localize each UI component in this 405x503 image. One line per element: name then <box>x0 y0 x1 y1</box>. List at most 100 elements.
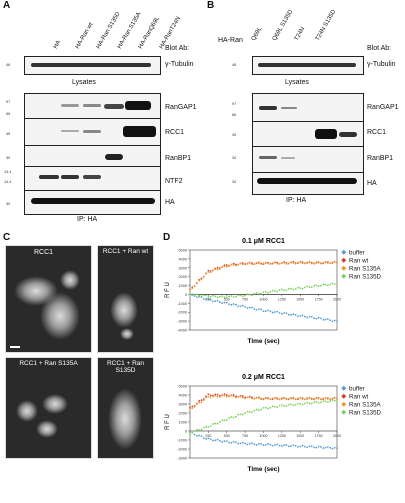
data-point <box>308 445 311 448</box>
data-point <box>237 442 240 445</box>
data-point <box>195 435 198 437</box>
data-point <box>218 421 221 423</box>
data-point <box>209 425 212 427</box>
data-point <box>189 431 191 434</box>
data-point <box>326 262 329 264</box>
data-point <box>248 306 251 309</box>
blot-ab-label: Blot Ab: <box>367 45 392 52</box>
data-point <box>329 446 332 449</box>
data-point <box>315 446 318 449</box>
lane-label: HA-Ran wt <box>74 21 95 50</box>
data-point <box>306 401 309 404</box>
data-point <box>285 263 288 265</box>
data-point <box>193 293 196 296</box>
data-point <box>271 262 274 264</box>
data-point <box>283 261 286 264</box>
y-tick-label: 1000 <box>179 284 187 288</box>
micrograph-label: RCC1 + Ran S135A <box>19 360 78 367</box>
data-point <box>214 393 217 396</box>
data-point <box>202 437 205 439</box>
data-point <box>287 313 290 316</box>
data-point <box>216 266 219 269</box>
data-point <box>299 314 302 317</box>
data-point <box>264 406 267 409</box>
data-point <box>198 294 201 297</box>
data-point <box>274 290 276 292</box>
data-point <box>329 283 332 286</box>
lane-label: Q69L <box>250 26 264 42</box>
data-point <box>235 395 237 398</box>
data-point <box>297 315 299 318</box>
data-point <box>207 395 210 398</box>
data-point <box>317 285 320 288</box>
data-point <box>223 296 226 299</box>
data-point <box>333 399 336 402</box>
data-point <box>280 312 283 315</box>
micrograph-rcc1-ran-s135a: RCC1 + Ran S135A <box>5 357 92 459</box>
data-point <box>294 313 297 316</box>
data-point <box>306 316 309 319</box>
data-point <box>218 295 221 298</box>
data-point <box>306 285 309 288</box>
x-tick-label: 1250 <box>278 297 286 301</box>
data-point <box>308 397 311 399</box>
data-point <box>191 287 194 290</box>
plot-area <box>189 385 338 459</box>
data-point <box>301 444 304 447</box>
x-tick-label: 500 <box>224 297 230 301</box>
data-point <box>237 396 240 398</box>
data-point <box>255 261 258 264</box>
data-point <box>303 398 306 401</box>
y-tick-label: 4000 <box>179 257 187 261</box>
data-point <box>269 443 272 446</box>
y-tick-label: -4000 <box>177 329 187 333</box>
data-point <box>228 303 230 306</box>
data-point <box>285 289 288 292</box>
data-point <box>239 262 242 265</box>
data-point <box>283 405 286 407</box>
data-point <box>193 405 196 408</box>
data-point <box>313 401 315 404</box>
data-point <box>292 404 295 407</box>
data-point <box>294 398 297 401</box>
data-point <box>333 283 336 286</box>
data-point <box>232 262 235 265</box>
data-point <box>253 292 256 295</box>
data-point <box>212 423 214 425</box>
data-point <box>315 396 318 399</box>
data-point <box>274 311 276 313</box>
data-point <box>336 399 338 402</box>
data-point <box>317 316 320 319</box>
data-point <box>239 294 242 297</box>
data-point <box>237 305 240 308</box>
data-point <box>290 287 292 290</box>
data-point <box>306 397 309 399</box>
legend-marker <box>341 401 347 407</box>
data-point <box>308 315 311 318</box>
data-point <box>285 405 288 407</box>
data-point <box>269 310 272 313</box>
data-point <box>271 289 274 292</box>
data-point <box>230 394 233 397</box>
data-point <box>207 295 210 298</box>
data-point <box>299 445 302 448</box>
data-point <box>306 446 309 449</box>
data-point <box>191 407 194 410</box>
data-point <box>315 284 318 287</box>
data-point <box>331 320 334 323</box>
data-point <box>216 393 219 396</box>
data-point <box>303 402 306 405</box>
data-point <box>267 443 269 445</box>
data-point <box>317 401 320 404</box>
legend-label: buffer <box>349 386 365 393</box>
data-point <box>232 416 235 419</box>
data-point <box>216 299 219 302</box>
y-tick-label: 3000 <box>179 266 187 270</box>
blot-row-label: RCC1 <box>367 129 387 136</box>
data-point <box>276 398 279 400</box>
data-point <box>198 434 201 437</box>
data-point <box>251 411 253 414</box>
blot-row-label: RanBP1 <box>367 155 394 162</box>
data-point <box>260 408 263 411</box>
data-point <box>205 425 207 428</box>
